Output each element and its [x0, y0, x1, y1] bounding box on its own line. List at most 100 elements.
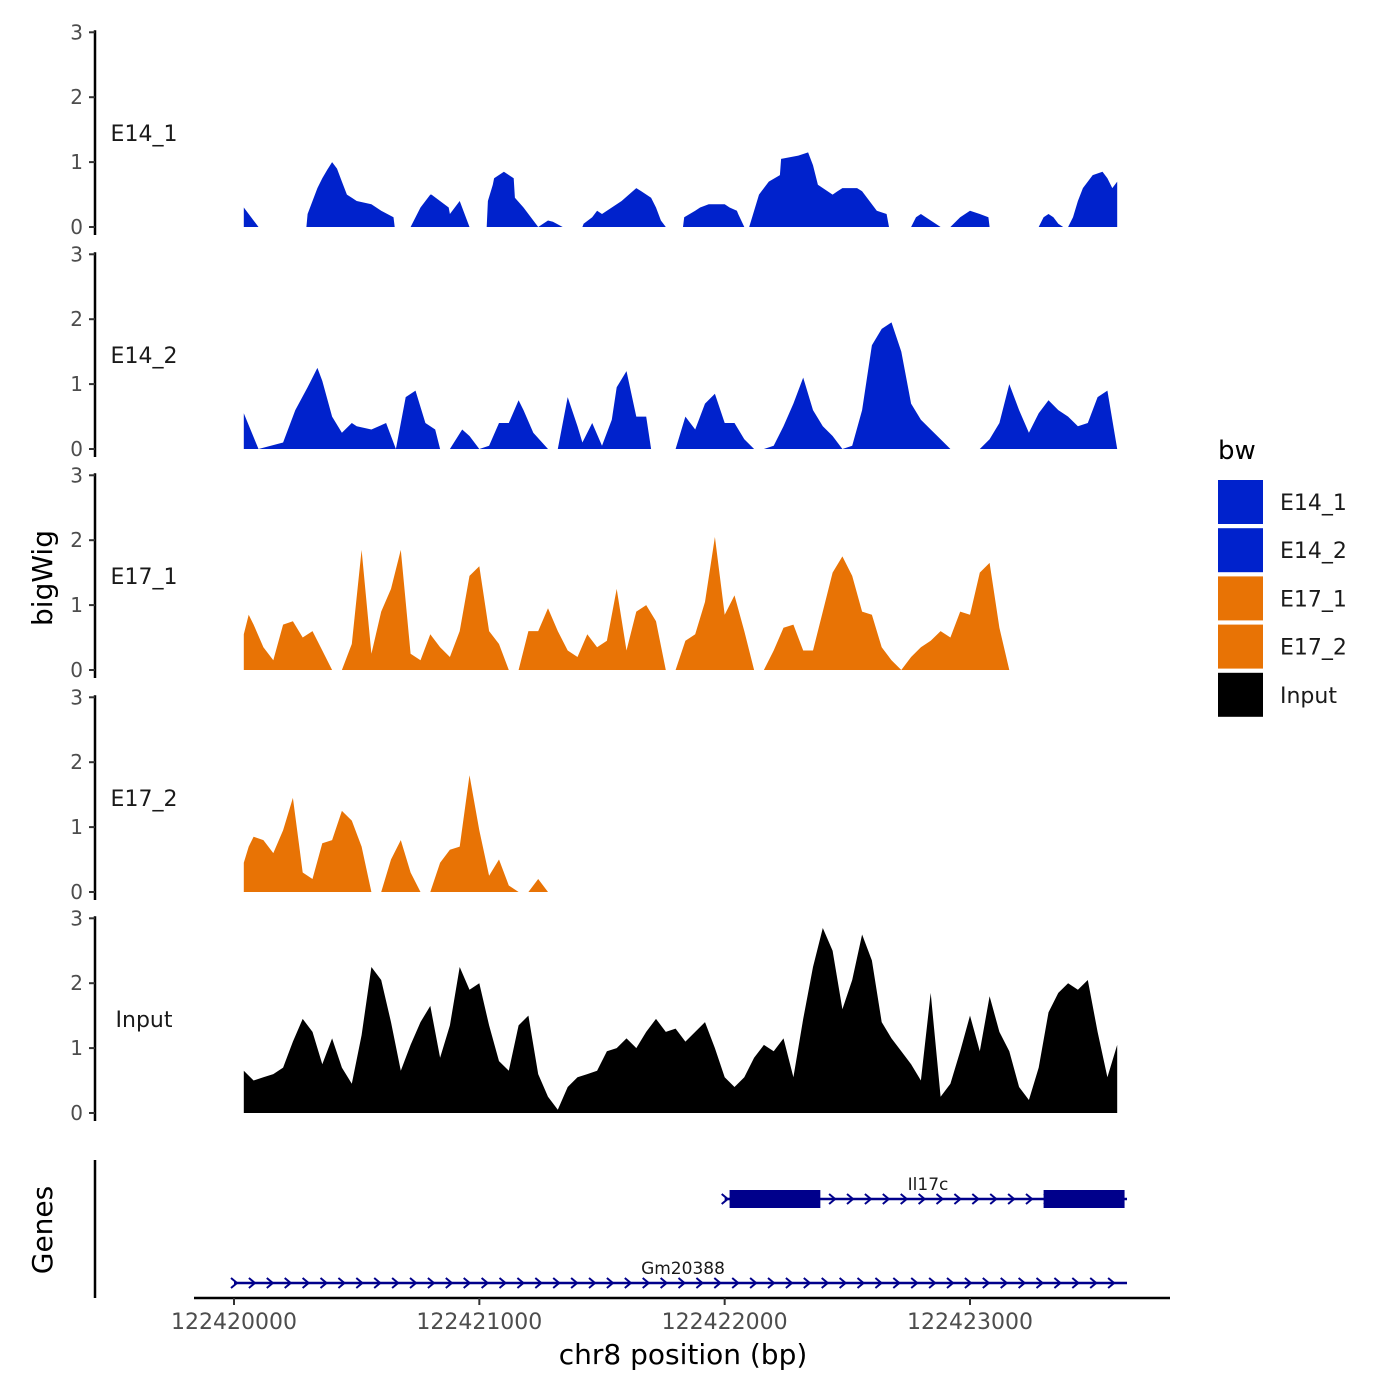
- track-e17-2: 0 1 2 3 E17_2: [70, 685, 1118, 904]
- strand-arrow: [695, 1277, 704, 1289]
- exon: [1043, 1190, 1125, 1208]
- legend-swatch: [1218, 672, 1263, 717]
- y-tick-label: 1: [70, 150, 83, 174]
- strand-arrow: [409, 1277, 418, 1289]
- x-tick-label: 122422000: [662, 1310, 788, 1335]
- gene-label: Il17c: [908, 1175, 949, 1195]
- strand-arrow: [624, 1277, 633, 1289]
- y-tick-label: 2: [70, 528, 83, 552]
- strand-arrow: [248, 1277, 257, 1289]
- track-input: 0 1 2 3 Input: [70, 906, 1118, 1125]
- strand-arrow: [266, 1277, 275, 1289]
- x-axis: 122420000 122421000 122422000 122423000: [171, 1296, 1170, 1335]
- track-e14-2: 0 1 2 3 E14_2: [70, 242, 1118, 461]
- y-tick-label: 3: [70, 242, 83, 266]
- legend-swatch: [1218, 576, 1263, 621]
- legend-label: E17_1: [1280, 587, 1347, 612]
- strand-arrow: [785, 1277, 794, 1289]
- coverage-area-e17-1: [243, 537, 1118, 670]
- y-tick-label: 2: [70, 750, 83, 774]
- strand-arrow: [1053, 1277, 1062, 1289]
- y-tick-label: 2: [70, 85, 83, 109]
- strand-arrow: [445, 1277, 454, 1289]
- legend-label: E14_2: [1280, 539, 1347, 564]
- y-axis-title: bigWig: [26, 530, 59, 626]
- gene-gm20388: Gm20388: [230, 1259, 1128, 1289]
- strand-arrow: [803, 1277, 812, 1289]
- strand-arrow: [882, 1193, 891, 1205]
- coverage-area-input: [243, 928, 1118, 1113]
- coverage-area-e14-2: [243, 322, 1118, 449]
- strand-arrow: [1089, 1277, 1098, 1289]
- y-tick-label: 0: [70, 880, 83, 904]
- strand-arrow: [373, 1277, 382, 1289]
- x-axis-title: chr8 position (bp): [559, 1338, 808, 1371]
- y-tick-label: 0: [70, 1101, 83, 1125]
- strand-arrow: [900, 1193, 909, 1205]
- y-tick-label: 3: [70, 20, 83, 44]
- strand-arrow: [642, 1277, 651, 1289]
- gene-axis-title: Genes: [26, 1186, 59, 1274]
- x-tick-label: 122420000: [171, 1310, 297, 1335]
- strand-arrow: [828, 1193, 837, 1205]
- strand-arrow: [731, 1277, 740, 1289]
- y-tick-label: 1: [70, 372, 83, 396]
- strand-arrow: [677, 1277, 687, 1289]
- track-e17-1: 0 1 2 3 E17_1: [70, 463, 1118, 682]
- y-tick-label: 0: [70, 215, 83, 239]
- strand-arrow: [864, 1193, 873, 1205]
- y-tick-label: 3: [70, 463, 83, 487]
- gene-il17c: Il17c: [721, 1175, 1128, 1208]
- strand-arrow: [588, 1277, 597, 1289]
- legend-title: bw: [1218, 436, 1256, 466]
- legend-swatch: [1218, 480, 1263, 524]
- strand-arrow: [964, 1277, 973, 1289]
- strand-arrow: [1017, 1277, 1027, 1289]
- gene-label: Gm20388: [641, 1259, 725, 1279]
- legend-item: Input: [1218, 672, 1337, 717]
- strand-arrow: [230, 1277, 239, 1289]
- strand-arrow: [971, 1193, 980, 1205]
- strand-arrow: [910, 1277, 919, 1289]
- legend-label: E17_2: [1280, 636, 1347, 661]
- strand-arrow: [659, 1277, 669, 1289]
- genes-layer: Il17c Gm20388: [93, 1160, 1128, 1298]
- tracks-layer: 0 1 2 3 E14_1 0 1 2 3 E14_2 0 1 2 3 E17_1 0 1 2 3 E17_2 0 1 2 3…: [70, 20, 1118, 1125]
- y-tick-label: 1: [70, 815, 83, 839]
- strand-arrow: [1107, 1277, 1116, 1289]
- y-tick-label: 3: [70, 906, 83, 930]
- strand-arrow: [1035, 1277, 1045, 1289]
- strand-arrow: [534, 1277, 543, 1289]
- strand-arrow: [953, 1193, 962, 1205]
- coverage-area-e14-1: [243, 152, 1118, 227]
- strand-arrow: [892, 1277, 901, 1289]
- strand-arrow: [1071, 1277, 1080, 1289]
- strand-arrow: [856, 1277, 866, 1289]
- exon: [729, 1190, 821, 1208]
- strand-arrow: [917, 1193, 927, 1205]
- track-label: E14_2: [111, 344, 178, 369]
- coverage-area-e17-2: [243, 775, 1118, 892]
- y-tick-label: 2: [70, 971, 83, 995]
- legend-label: E14_1: [1280, 491, 1347, 516]
- legend: bw E14_1 E14_2 E17_1 E17_2 Input: [1218, 436, 1347, 717]
- strand-arrow: [838, 1277, 848, 1289]
- track-label: E17_2: [111, 787, 178, 812]
- strand-arrow: [713, 1277, 722, 1289]
- strand-arrow: [498, 1277, 508, 1289]
- strand-arrow: [319, 1277, 329, 1289]
- strand-arrow: [749, 1277, 758, 1289]
- legend-item: E17_1: [1218, 576, 1347, 621]
- strand-arrow: [846, 1193, 855, 1205]
- track-label: E17_1: [111, 565, 178, 590]
- track-label: E14_1: [111, 122, 178, 147]
- strand-arrow: [935, 1193, 945, 1205]
- strand-arrow: [1025, 1193, 1034, 1205]
- strand-arrow: [516, 1277, 525, 1289]
- track-e14-1: 0 1 2 3 E14_1: [70, 20, 1118, 239]
- strand-arrow: [463, 1277, 472, 1289]
- y-tick-label: 0: [70, 658, 83, 682]
- strand-arrow: [606, 1277, 615, 1289]
- y-tick-label: 1: [70, 1036, 83, 1060]
- strand-arrow: [821, 1277, 830, 1289]
